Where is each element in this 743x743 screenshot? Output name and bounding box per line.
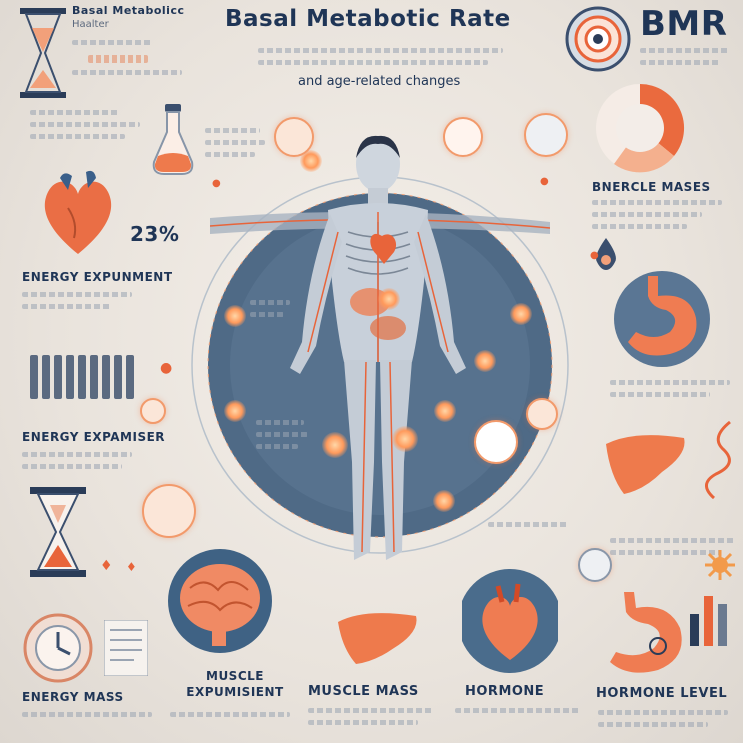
section-energy-expenditure-2: ENERGY EXPAMISER xyxy=(22,430,166,444)
ring-icon-5 xyxy=(474,420,518,464)
ring-icon-3 xyxy=(524,113,568,157)
central-circle xyxy=(190,175,570,555)
hourglass-icon xyxy=(18,8,68,98)
ring-icon-2 xyxy=(443,117,483,157)
hourglass-red-icon xyxy=(30,487,86,577)
dot-decor: ● xyxy=(212,178,221,189)
page-subtitle: and age-related changes xyxy=(298,74,461,89)
top-left-sublabel: Haalter xyxy=(72,19,109,30)
target-icon xyxy=(565,6,631,72)
section-muscle-mass: MUSCLE MASS xyxy=(308,684,419,699)
clock-icon xyxy=(22,612,94,684)
drop-icon xyxy=(593,238,619,270)
squiggle-line xyxy=(690,420,740,500)
ring-icon-4 xyxy=(142,484,196,538)
heart-icon xyxy=(38,168,118,258)
ring-icon-1 xyxy=(274,117,314,157)
section-hormone: HORMONE xyxy=(465,684,545,699)
dot-decor: ♦ xyxy=(126,560,137,574)
dot-decor: ● xyxy=(160,360,173,376)
ring-icon-6 xyxy=(526,398,558,430)
document-icon xyxy=(104,620,148,676)
dot-decor: ♦ xyxy=(100,558,113,574)
stomach-lower-icon xyxy=(598,588,694,678)
page-title: Basal Metabotic Rate xyxy=(225,6,511,32)
section-muscle-mases: BNERCLE MASES xyxy=(592,180,711,194)
body-figure-icon xyxy=(278,132,478,577)
bar-comb-icon xyxy=(30,355,134,399)
muscle-expenditure-label: MUSCLE EXPUMISIENT xyxy=(186,669,284,699)
top-left-label: Basal Metabolicc xyxy=(72,4,185,17)
liver-right-icon xyxy=(604,432,688,496)
pie-chart-icon xyxy=(594,82,686,174)
dot-decor: ● xyxy=(540,176,549,187)
section-muscle-expenditure: MUSCLE EXPUMISIENT xyxy=(175,668,295,700)
gear-icon xyxy=(705,550,735,580)
liver-icon xyxy=(334,608,420,666)
bar-chart-icon xyxy=(690,590,730,646)
section-energy-mass: ENERGY MASS xyxy=(22,690,124,704)
ring-icon-8 xyxy=(578,548,612,582)
section-energy-expenditure-1: ENERGY EXPUNMENT xyxy=(22,270,173,284)
section-hormone-level: HORMONE LEVEL xyxy=(596,686,728,701)
heart-anatomy-icon xyxy=(462,568,558,674)
flask-icon xyxy=(150,104,196,176)
brain-icon xyxy=(160,548,280,654)
stomach-icon xyxy=(612,270,712,368)
heart-value: 23% xyxy=(130,222,180,246)
bmr-badge: BMR xyxy=(640,4,728,44)
ring-icon-7 xyxy=(140,398,166,424)
dot-decor: ● xyxy=(590,250,599,261)
